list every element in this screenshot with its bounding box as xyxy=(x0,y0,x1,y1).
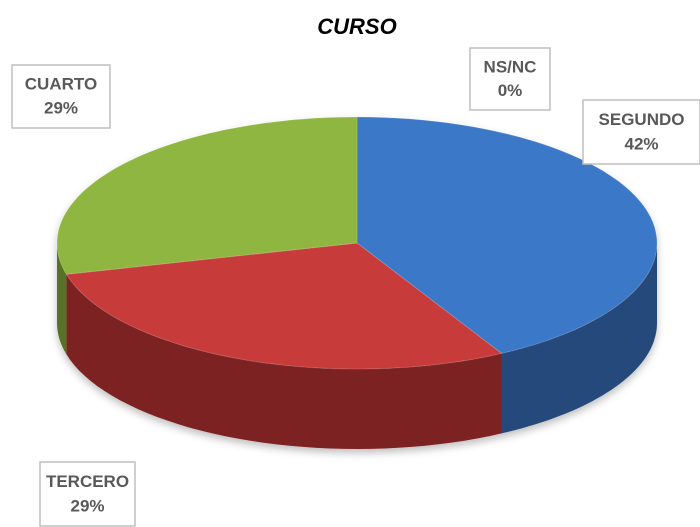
label-box xyxy=(469,47,551,111)
label-box xyxy=(582,99,700,165)
slice xyxy=(56,116,358,275)
label-box xyxy=(11,64,111,129)
value-label: 29% xyxy=(44,99,78,118)
slice-side xyxy=(501,243,657,434)
slice-side xyxy=(66,274,502,449)
labels: NS/NC 0% SEGUNDO 42% TERCERO 29% CUARTO 29% xyxy=(11,47,700,527)
category-label: SEGUNDO xyxy=(599,110,685,129)
slice xyxy=(65,242,503,370)
chart-title: CURSO xyxy=(317,14,396,39)
value-label: 42% xyxy=(624,134,658,153)
category-label: TERCERO xyxy=(46,472,129,491)
category-label: CUARTO xyxy=(25,75,97,94)
category-label: NS/NC xyxy=(484,57,537,76)
value-label: 0% xyxy=(498,81,523,100)
label-box xyxy=(39,461,136,527)
value-label: 29% xyxy=(70,496,104,515)
slice xyxy=(356,116,658,354)
pie xyxy=(56,116,658,449)
